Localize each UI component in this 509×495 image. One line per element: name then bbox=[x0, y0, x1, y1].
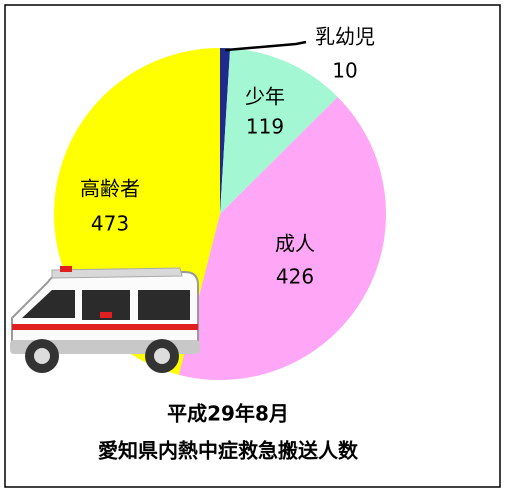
value-label: 426 bbox=[276, 265, 314, 289]
value-label: 119 bbox=[246, 115, 284, 139]
chart-subtitle: 愛知県内熱中症救急搬送人数 bbox=[98, 439, 359, 463]
slice-label: 少年 bbox=[245, 85, 285, 109]
slice-label: 乳幼児 bbox=[315, 25, 375, 49]
chart-title: 平成29年8月 bbox=[167, 402, 289, 426]
value-label: 10 bbox=[332, 59, 357, 83]
value-label: 473 bbox=[91, 212, 129, 236]
slice-label: 高齢者 bbox=[80, 177, 140, 201]
slice-label: 成人 bbox=[275, 232, 315, 256]
chart: 平成29年8月 愛知県内熱中症救急搬送人数 乳幼児 10 少年 119 成人 426 高齢者… bbox=[0, 0, 509, 495]
